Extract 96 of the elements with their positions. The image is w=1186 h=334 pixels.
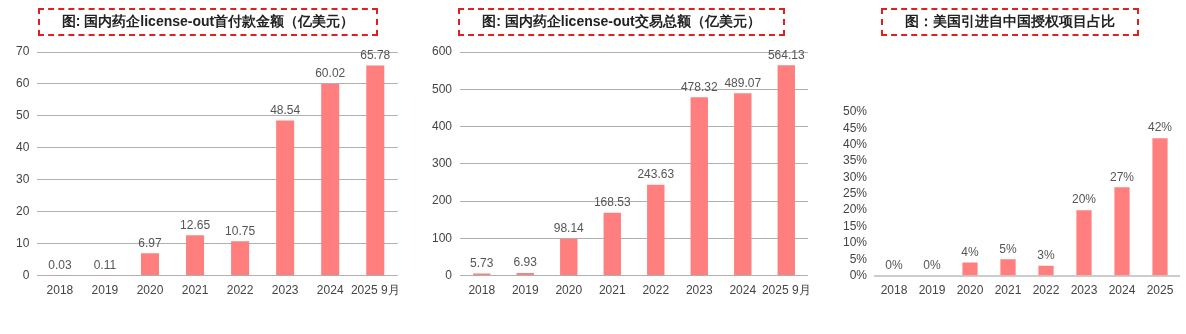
y-tick-label: 0 <box>445 267 453 282</box>
chart-title: 图：美国引进自中国授权项目占比 <box>881 8 1139 36</box>
chart-title: 图: 国内药企license-out首付款金额（亿美元） <box>37 8 379 36</box>
data-label: 168.53 <box>593 195 631 210</box>
bar <box>734 93 752 276</box>
bar <box>140 253 159 276</box>
y-tick-label: 0 <box>22 267 30 282</box>
bar <box>962 262 978 276</box>
data-label: 10.75 <box>225 223 256 238</box>
data-label: 243.63 <box>637 167 675 182</box>
bar <box>231 241 250 276</box>
bar <box>516 273 534 276</box>
data-label: 0.03 <box>48 257 72 272</box>
bar <box>1076 210 1092 276</box>
bar <box>647 184 665 276</box>
bar <box>1000 259 1016 276</box>
y-tick-label: 35% <box>842 153 868 168</box>
data-label: 0% <box>885 257 904 272</box>
y-tick-label: 10% <box>842 235 868 250</box>
x-tick-label: 2024 <box>316 283 344 298</box>
x-tick-label: 2021 <box>598 283 626 298</box>
x-tick-label: 2022 <box>642 283 670 298</box>
bar <box>690 97 708 276</box>
x-tick-label: 2023 <box>685 283 713 298</box>
y-tick-label: 50 <box>15 108 30 123</box>
x-tick-label: 2023 <box>1070 283 1098 298</box>
data-label: 6.93 <box>513 255 538 270</box>
data-label: 5.73 <box>470 255 494 270</box>
data-label: 5% <box>999 241 1018 256</box>
bar <box>777 65 795 276</box>
x-tick-label: 2022 <box>226 283 254 298</box>
bar <box>276 120 295 276</box>
y-tick-label: 50% <box>842 104 868 119</box>
y-tick-label: 15% <box>842 218 868 233</box>
y-tick-label: 70 <box>15 44 30 59</box>
data-label: 27% <box>1109 169 1135 184</box>
y-tick-label: 40% <box>842 137 868 152</box>
y-tick-label: 200 <box>431 193 453 208</box>
y-tick-label: 300 <box>431 156 453 171</box>
x-tick-label: 2019 <box>511 283 539 298</box>
y-tick-label: 600 <box>431 44 453 59</box>
data-label: 0% <box>923 257 942 272</box>
y-tick-label: 25% <box>842 186 868 201</box>
bar <box>321 83 340 276</box>
x-tick-label: 2021 <box>181 283 209 298</box>
bar <box>186 235 205 276</box>
y-tick-label: 45% <box>842 120 868 135</box>
x-tick-label: 2018 <box>46 283 74 298</box>
x-tick-label: 2023 <box>271 283 299 298</box>
y-tick-label: 30 <box>15 172 30 187</box>
y-tick-label: 500 <box>431 81 453 96</box>
bar <box>560 239 578 276</box>
y-tick-label: 5% <box>849 251 868 266</box>
data-label: 65.78 <box>360 47 391 62</box>
data-label: 98.14 <box>553 221 585 236</box>
y-tick-label: 20 <box>15 204 30 219</box>
x-tick-label: 2022 <box>1032 283 1060 298</box>
x-tick-label: 2020 <box>555 283 583 298</box>
x-tick-label: 2021 <box>994 283 1022 298</box>
data-label: 20% <box>1071 192 1097 207</box>
bar <box>1114 187 1130 276</box>
y-tick-label: 100 <box>431 230 453 245</box>
x-tick-label: 2020 <box>136 283 164 298</box>
x-tick-label: 2019 <box>91 283 119 298</box>
data-label: 0.11 <box>93 257 117 272</box>
bar <box>366 65 385 276</box>
y-tick-label: 10 <box>15 235 30 250</box>
y-tick-label: 60 <box>15 76 30 91</box>
x-tick-label: 2024 <box>729 283 757 298</box>
chart-title: 图: 国内药企license-out交易总额（亿美元） <box>458 8 785 36</box>
x-tick-label: 2025 <box>1146 283 1174 298</box>
x-tick-label: 2019 <box>918 283 946 298</box>
data-label: 48.54 <box>270 102 301 117</box>
data-label: 564.13 <box>767 47 805 62</box>
y-tick-label: 0% <box>849 267 868 282</box>
data-label: 60.02 <box>315 66 346 81</box>
x-tick-label: 2018 <box>468 283 496 298</box>
x-tick-label: 2025 9月 <box>350 283 400 298</box>
x-tick-label: 2018 <box>880 283 908 298</box>
data-label: 6.97 <box>138 235 162 250</box>
y-tick-label: 40 <box>15 140 30 155</box>
bar <box>603 212 621 276</box>
x-tick-label: 2020 <box>956 283 984 298</box>
data-label: 42% <box>1147 120 1173 135</box>
x-tick-label: 2025 9月 <box>761 283 811 298</box>
bar <box>1152 138 1168 276</box>
data-label: 3% <box>1037 248 1056 263</box>
data-label: 489.07 <box>724 75 762 90</box>
y-tick-label: 20% <box>842 202 868 217</box>
x-tick-label: 2024 <box>1108 283 1136 298</box>
bar <box>1038 265 1054 276</box>
data-label: 4% <box>961 244 980 259</box>
data-label: 12.65 <box>180 217 211 232</box>
y-tick-label: 400 <box>431 118 453 133</box>
y-tick-label: 30% <box>842 169 868 184</box>
data-label: 478.32 <box>680 79 718 94</box>
